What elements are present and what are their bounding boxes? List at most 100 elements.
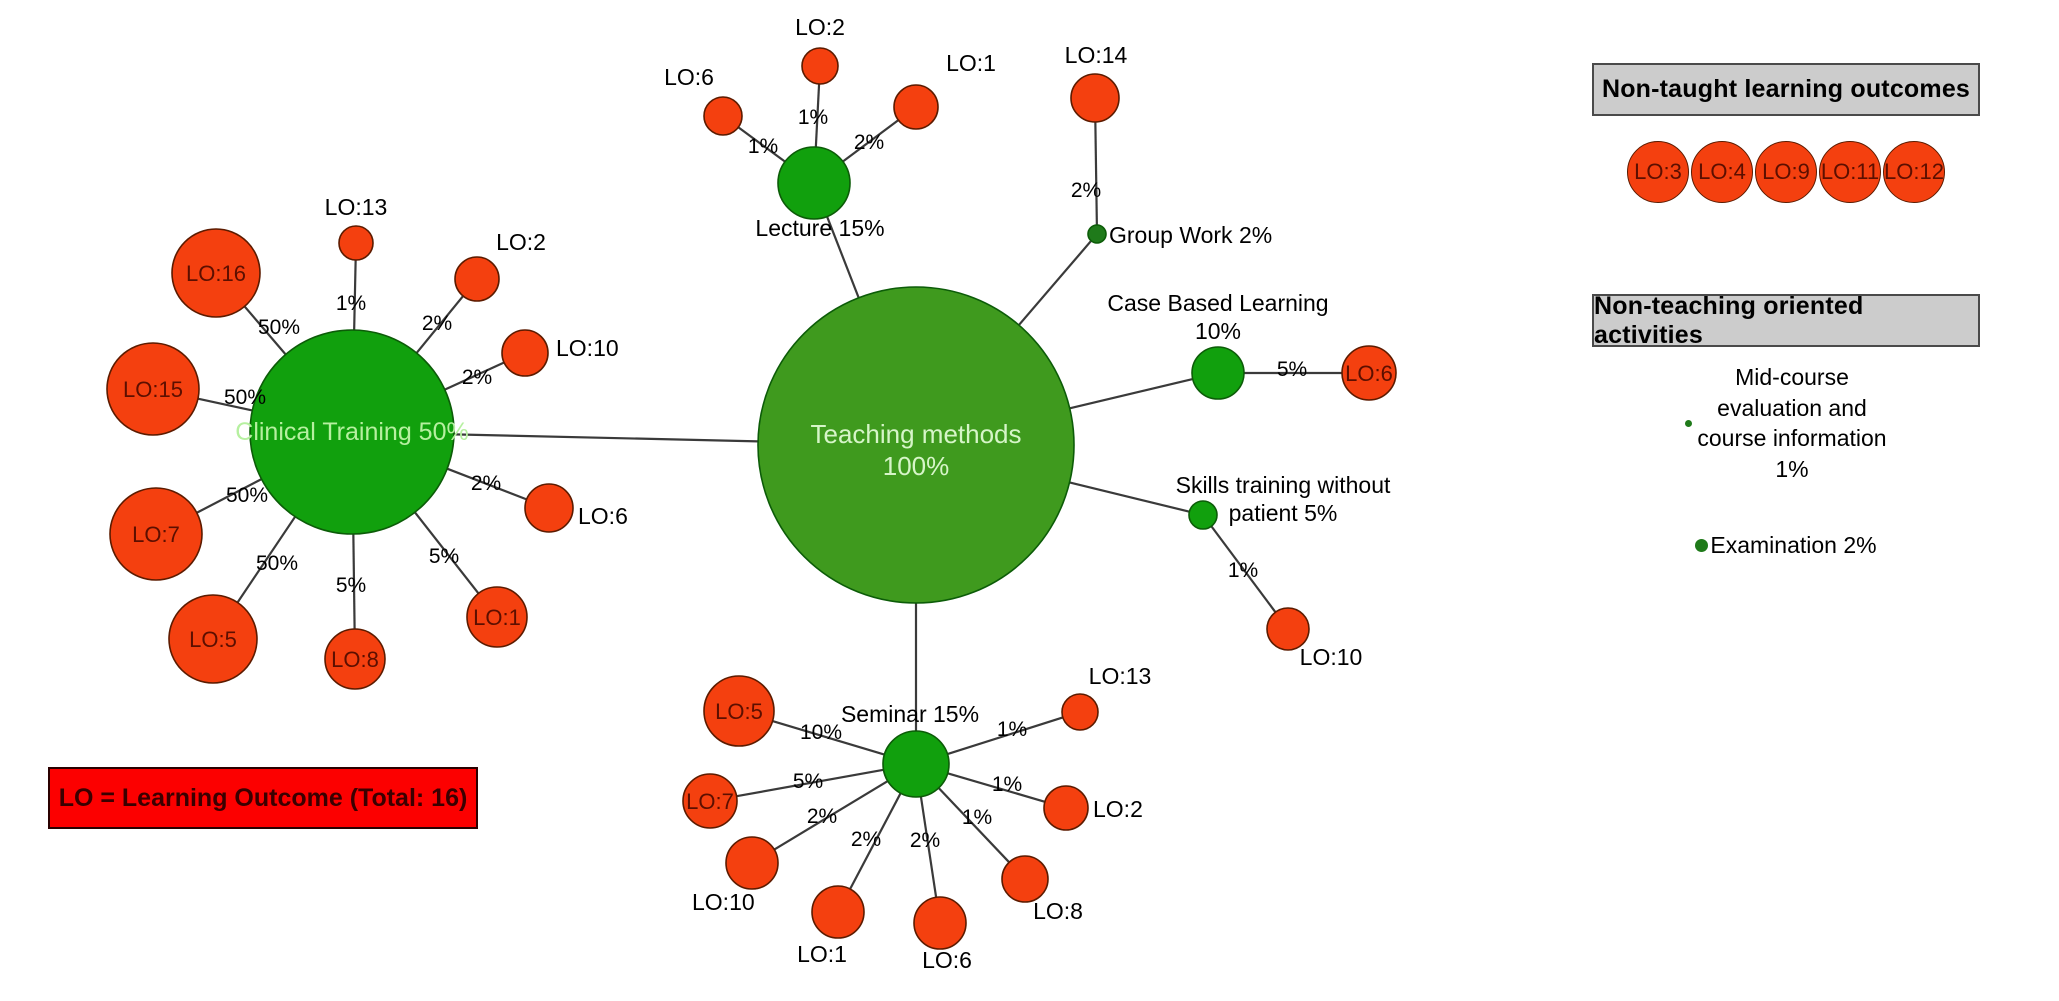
node-label-ct-lo16: LO:16 bbox=[186, 261, 246, 286]
node-sm-lo8[interactable] bbox=[1001, 855, 1049, 903]
external-label-sm-lo2: LO:2 bbox=[1093, 796, 1143, 822]
node-ct-lo6[interactable] bbox=[524, 483, 574, 533]
node-label-cbl-lo6: LO:6 bbox=[1345, 361, 1393, 386]
external-label-lec-lo2: LO:2 bbox=[795, 14, 845, 40]
edge-weight-ct-lo6: 2% bbox=[471, 472, 501, 495]
mid-course-label: Mid-course evaluation and course informati… bbox=[1697, 364, 1887, 482]
edge-weight-gw-lo14: 2% bbox=[1071, 179, 1101, 202]
edge-seminar-to-sm-lo13 bbox=[947, 716, 1064, 756]
edge-weight-ct-lo2: 2% bbox=[422, 312, 452, 335]
node-ct-lo1[interactable] bbox=[466, 586, 528, 648]
node-value-cbl: 10% bbox=[1195, 318, 1241, 344]
node-sk-lo10[interactable] bbox=[1266, 607, 1310, 651]
node-label-ct-lo5: LO:5 bbox=[189, 627, 237, 652]
node-sm-lo6[interactable] bbox=[913, 896, 967, 950]
edge-clinical-to-ct-lo13 bbox=[353, 259, 357, 331]
node-label-seminar: Seminar 15% bbox=[841, 701, 979, 727]
edge-clinical-to-ct-lo8 bbox=[352, 533, 356, 630]
node-cbl-lo6[interactable] bbox=[1341, 345, 1397, 401]
node-sm-lo10[interactable] bbox=[725, 836, 779, 890]
external-label-sm-lo1: LO:1 bbox=[797, 941, 847, 967]
edge-center-to-groupwork bbox=[1018, 240, 1092, 326]
external-label-ct-lo13: LO:13 bbox=[325, 194, 388, 220]
node-teaching-methods[interactable] bbox=[757, 286, 1075, 604]
non-taught-outcome-lo11[interactable]: LO:11 bbox=[1819, 141, 1881, 203]
node-sm-lo7[interactable] bbox=[682, 773, 738, 829]
edge-groupwork-to-gw-lo14 bbox=[1094, 121, 1098, 226]
external-label-lec-lo1: LO:1 bbox=[946, 50, 996, 76]
node-label-cbl: Case Based Learning bbox=[1107, 290, 1328, 316]
external-label-ct-lo2: LO:2 bbox=[496, 229, 546, 255]
edge-weight-lec-lo1: 2% bbox=[854, 131, 884, 154]
node-ct-lo2[interactable] bbox=[454, 256, 500, 302]
node-cbl[interactable] bbox=[1191, 346, 1245, 400]
node-label-ct-lo1: LO:1 bbox=[473, 605, 521, 630]
edge-skills-to-sk-lo10 bbox=[1210, 525, 1277, 613]
node-sm-lo1[interactable] bbox=[811, 885, 865, 939]
external-label-sm-lo10: LO:10 bbox=[692, 889, 755, 915]
node-ct-lo10[interactable] bbox=[501, 329, 549, 377]
edge-weight-cbl-lo6: 5% bbox=[1277, 358, 1307, 381]
non-taught-outcome-lo12[interactable]: LO:12 bbox=[1883, 141, 1945, 203]
node-ct-lo7[interactable] bbox=[109, 487, 203, 581]
node-clinical[interactable] bbox=[249, 329, 455, 535]
node-label-clinical: Clinical Training 50% bbox=[235, 418, 468, 446]
edge-seminar-to-sm-lo1 bbox=[849, 792, 902, 890]
edge-weight-sm-lo6: 2% bbox=[910, 829, 940, 852]
node-label-lecture: Lecture 15% bbox=[755, 215, 884, 241]
node-lecture[interactable] bbox=[777, 146, 851, 220]
node-ct-lo5[interactable] bbox=[168, 594, 258, 684]
node-sm-lo2[interactable] bbox=[1043, 785, 1089, 831]
non-taught-outcome-lo9[interactable]: LO:9 bbox=[1755, 141, 1817, 203]
panel-non-teaching-title: Non-teaching oriented activities bbox=[1592, 292, 1980, 349]
node-groupwork[interactable] bbox=[1087, 224, 1107, 244]
node-sm-lo13[interactable] bbox=[1061, 693, 1099, 731]
node-ct-lo15[interactable] bbox=[106, 342, 200, 436]
external-label-sm-lo6: LO:6 bbox=[922, 947, 972, 973]
edge-weight-sm-lo13: 1% bbox=[997, 718, 1027, 741]
external-label-sm-lo13: LO:13 bbox=[1089, 663, 1152, 689]
edge-center-to-cbl bbox=[1069, 377, 1193, 410]
node-seminar[interactable] bbox=[882, 730, 950, 798]
edge-seminar-to-sm-lo2 bbox=[947, 772, 1046, 803]
edge-seminar-to-sm-lo7 bbox=[736, 768, 884, 798]
node-gw-lo14[interactable] bbox=[1070, 73, 1120, 123]
node-ct-lo13[interactable] bbox=[338, 225, 374, 261]
node-ct-lo16[interactable] bbox=[171, 228, 261, 318]
edges-layer bbox=[196, 83, 1342, 898]
green-dot-icon bbox=[1695, 539, 1709, 553]
edge-center-to-clinical bbox=[453, 433, 759, 443]
edge-weight-ct-lo10: 2% bbox=[462, 366, 492, 389]
edge-clinical-to-ct-lo2 bbox=[415, 295, 464, 354]
node-label-ct-lo8: LO:8 bbox=[331, 647, 379, 672]
edge-weight-ct-lo13: 1% bbox=[336, 292, 366, 315]
edge-center-to-lecture bbox=[826, 216, 860, 299]
edge-seminar-to-sm-lo5 bbox=[772, 719, 885, 756]
node-label-teaching-methods: Teaching methods bbox=[810, 419, 1021, 449]
node-label-skills-line1: Skills training without bbox=[1176, 472, 1391, 498]
edge-lecture-to-lec-lo2 bbox=[814, 83, 821, 148]
node-lec-lo6[interactable] bbox=[703, 96, 743, 136]
node-label-ct-lo7: LO:7 bbox=[132, 522, 180, 547]
edge-clinical-to-ct-lo1 bbox=[414, 511, 480, 595]
external-label-sk-lo10: LO:10 bbox=[1300, 644, 1363, 670]
non-taught-outcome-lo3[interactable]: LO:3 bbox=[1627, 141, 1689, 203]
node-sm-lo5[interactable] bbox=[703, 675, 775, 747]
edge-weight-ct-lo1: 5% bbox=[429, 545, 459, 568]
node-label-skills-line2: patient 5% bbox=[1229, 500, 1338, 526]
node-skills[interactable] bbox=[1188, 500, 1218, 530]
node-lec-lo2[interactable] bbox=[801, 47, 839, 85]
edge-weight-sm-lo2: 1% bbox=[992, 773, 1022, 796]
edge-clinical-to-ct-lo6 bbox=[446, 467, 528, 501]
external-label-sm-lo8: LO:8 bbox=[1033, 898, 1083, 924]
non-taught-outcome-lo4[interactable]: LO:4 bbox=[1691, 141, 1753, 203]
edge-center-to-skills bbox=[1069, 481, 1190, 513]
list-item-mid-course: Mid-course evaluation and course informati… bbox=[1592, 362, 1980, 484]
node-ct-lo8[interactable] bbox=[324, 628, 386, 690]
node-label-sm-lo5: LO:5 bbox=[715, 699, 763, 724]
edge-weight-ct-lo5: 50% bbox=[256, 552, 298, 575]
edge-seminar-to-sm-lo8 bbox=[937, 787, 1010, 864]
node-lec-lo1[interactable] bbox=[893, 84, 939, 130]
nodes-layer bbox=[106, 47, 1397, 950]
